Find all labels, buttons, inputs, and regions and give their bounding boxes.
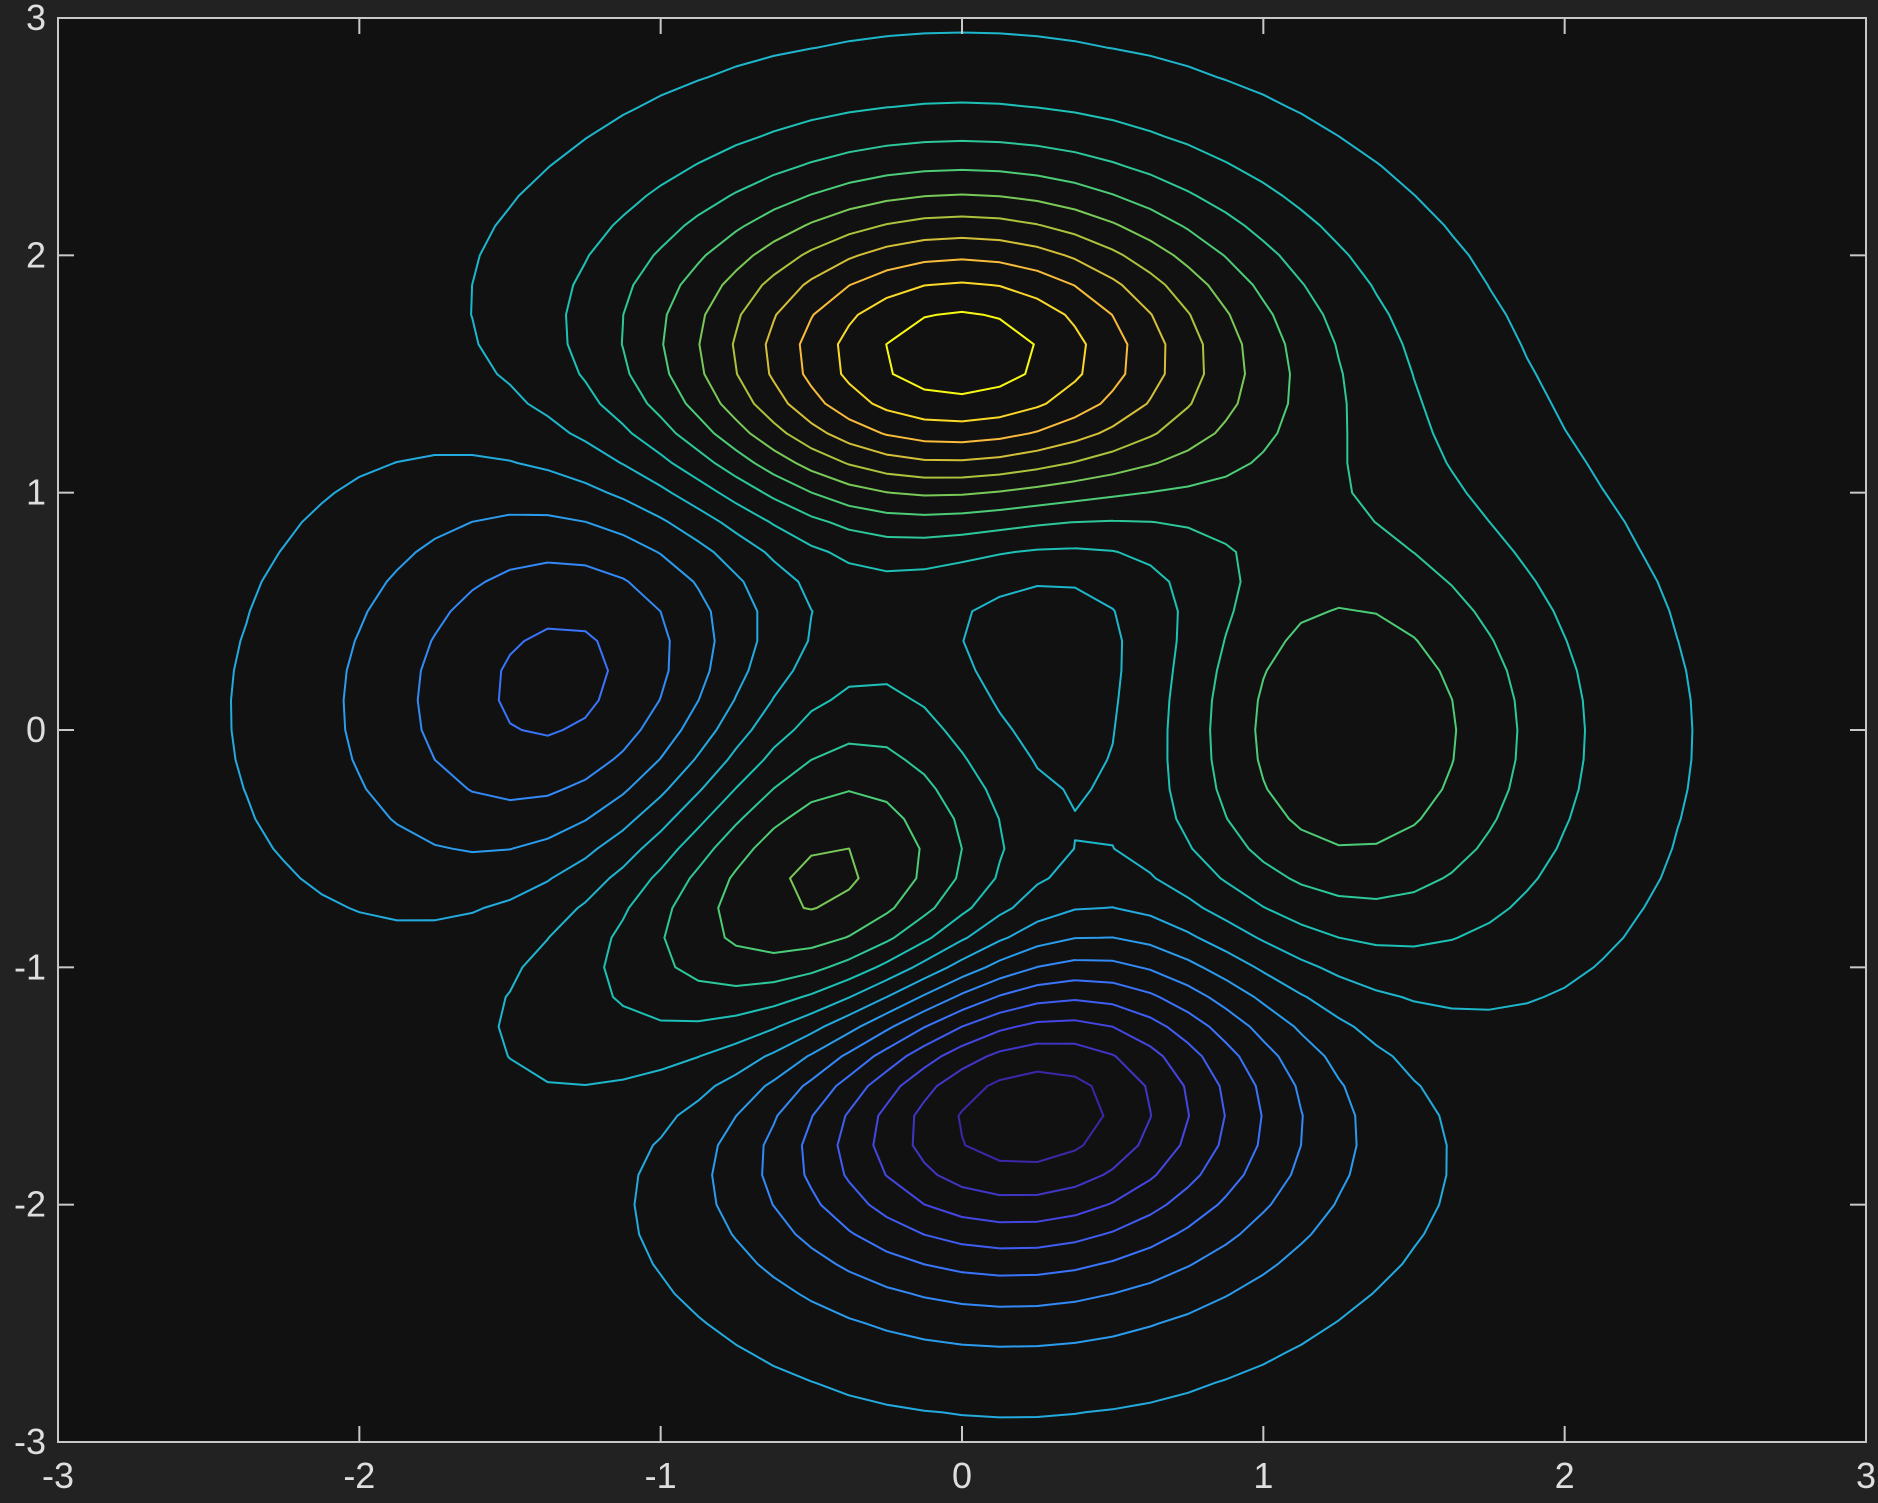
x-tick-labels: -3 -2 -1 0 1 2 3 — [42, 1455, 1876, 1496]
contour-level-line — [798, 258, 1129, 444]
contour-level-line — [342, 513, 1358, 1348]
contour-lines — [230, 31, 1694, 1419]
contour-level-line — [764, 236, 1167, 462]
contour-level-line — [911, 1042, 1153, 1197]
contour-level-line — [470, 31, 1694, 1086]
x-tick-label: 3 — [1856, 1455, 1876, 1496]
contour-level-line — [416, 561, 1304, 1308]
y-tick-label: 0 — [26, 709, 46, 750]
x-tick-label: 2 — [1555, 1455, 1575, 1496]
contour-level-line — [885, 310, 1035, 396]
contour-level-line — [497, 627, 1263, 1277]
contour-level-line — [957, 1070, 1105, 1163]
y-tick-label: -1 — [14, 946, 46, 987]
contour-level-line — [230, 454, 1448, 1419]
x-tick-label: 1 — [1253, 1455, 1273, 1496]
x-tick-label: -3 — [42, 1455, 74, 1496]
axes-background — [58, 18, 1866, 1442]
x-tick-label: -1 — [645, 1455, 677, 1496]
contour-level-line — [620, 139, 1519, 987]
contour-level-line — [662, 168, 1458, 954]
x-tick-label: -2 — [343, 1455, 375, 1496]
y-tick-label: -2 — [14, 1184, 46, 1225]
contour-level-line — [836, 281, 1087, 423]
y-tick-label: 3 — [26, 0, 46, 38]
y-tick-label: 1 — [26, 472, 46, 513]
y-tick-label: 2 — [26, 234, 46, 275]
y-tick-label: -3 — [14, 1421, 46, 1462]
contour-level-line — [565, 101, 1586, 1023]
contour-level-line — [698, 193, 1246, 911]
contour-level-line — [836, 999, 1226, 1250]
x-tick-label: 0 — [952, 1455, 972, 1496]
contour-level-line — [872, 1019, 1190, 1224]
y-tick-labels: -3 -2 -1 0 1 2 3 — [14, 0, 46, 1462]
axis-ticks — [57, 17, 1867, 1443]
contour-level-line — [731, 215, 1205, 479]
